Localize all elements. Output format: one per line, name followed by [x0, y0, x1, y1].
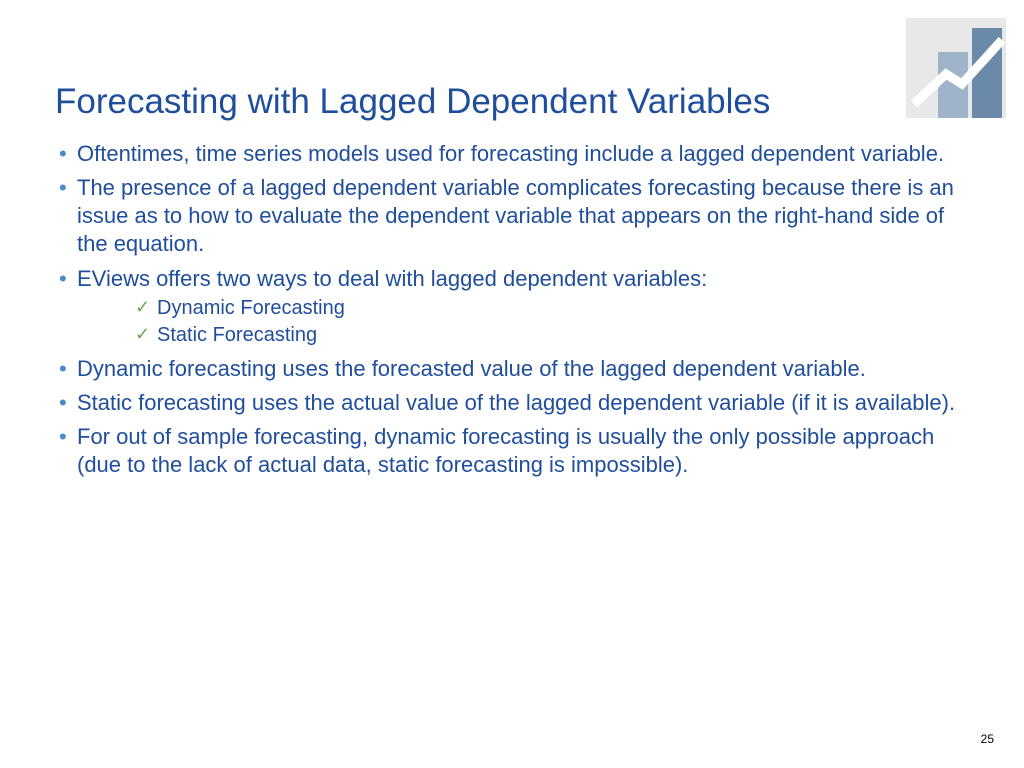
sub-bullet-item: ✓ Static Forecasting: [135, 322, 969, 349]
bullet-item: Dynamic forecasting uses the forecasted …: [55, 355, 969, 383]
bullet-text: Dynamic forecasting uses the forecasted …: [77, 356, 866, 381]
bullet-list: Oftentimes, time series models used for …: [55, 140, 969, 479]
slide: Forecasting with Lagged Dependent Variab…: [0, 0, 1024, 768]
check-icon: ✓: [135, 322, 150, 346]
bullet-item: EViews offers two ways to deal with lagg…: [55, 265, 969, 349]
bullet-item: Static forecasting uses the actual value…: [55, 389, 969, 417]
page-number: 25: [981, 732, 994, 746]
sub-bullet-text: Static Forecasting: [157, 324, 317, 346]
bullet-item: For out of sample forecasting, dynamic f…: [55, 423, 969, 479]
bullet-text: EViews offers two ways to deal with lagg…: [77, 266, 707, 291]
bullet-text: Static forecasting uses the actual value…: [77, 390, 955, 415]
slide-title: Forecasting with Lagged Dependent Variab…: [55, 82, 969, 122]
bullet-text: For out of sample forecasting, dynamic f…: [77, 424, 934, 477]
bullet-item: The presence of a lagged dependent varia…: [55, 174, 969, 258]
bullet-item: Oftentimes, time series models used for …: [55, 140, 969, 168]
sub-bullet-list: ✓ Dynamic Forecasting ✓ Static Forecasting: [77, 295, 969, 349]
bullet-text: Oftentimes, time series models used for …: [77, 141, 944, 166]
check-icon: ✓: [135, 295, 150, 319]
sub-bullet-item: ✓ Dynamic Forecasting: [135, 295, 969, 322]
logo-chart-icon: [906, 18, 1006, 118]
bullet-text: The presence of a lagged dependent varia…: [77, 175, 954, 256]
sub-bullet-text: Dynamic Forecasting: [157, 297, 345, 319]
